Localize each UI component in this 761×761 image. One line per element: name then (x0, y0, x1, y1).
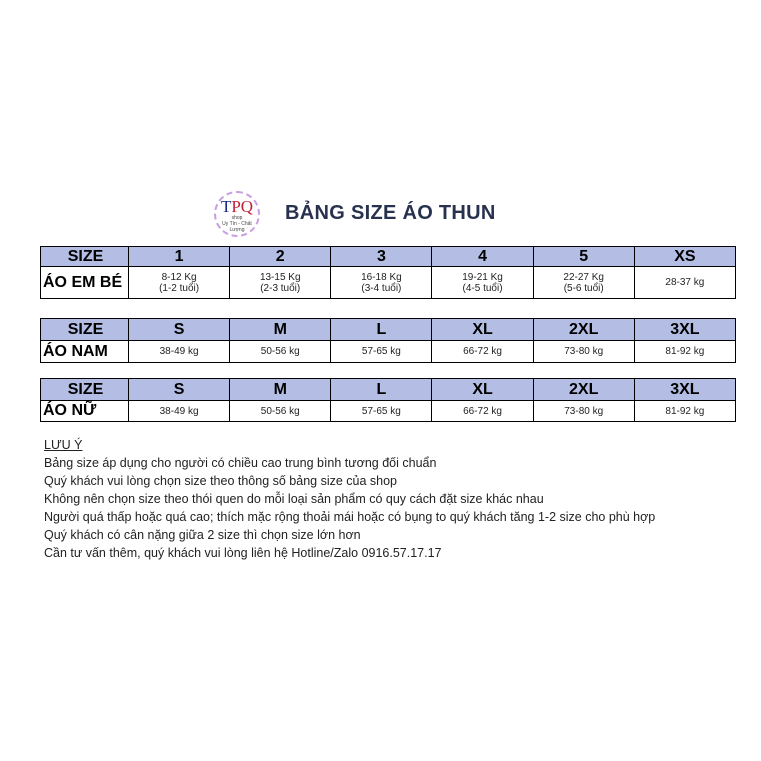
cell-line: 28-37 kg (665, 277, 705, 288)
header-cell: SIZE (40, 318, 129, 341)
note-line: Quý khách có cân nặng giữa 2 size thì ch… (44, 528, 361, 542)
header-cell: SIZE (40, 378, 129, 401)
size-cell: 50-56 kg (229, 400, 332, 422)
header-cell: S (127, 318, 231, 341)
cell-line: 57-65 kg (361, 346, 401, 357)
cell-line: (2-3 tuổi) (260, 282, 301, 294)
cell-line: 13-15 Kg (259, 271, 301, 283)
header-cell: L (330, 318, 433, 341)
size-cell: 22-27 Kg (5-6 tuổi) (532, 266, 635, 299)
cell-line: 50-56 kg (260, 405, 300, 417)
cell-line: 19-21 Kg (462, 271, 503, 283)
size-cell: 13-15 Kg (2-3 tuổi) (229, 266, 332, 299)
size-cell: 66-72 kg (431, 340, 534, 363)
header-cell: 3XL (633, 378, 737, 401)
header-cell: SIZE (40, 246, 129, 267)
size-table: SIZE S M L XL 2XL 3XL ÁO NAM 38-49 kg 50-56 kg 57-… (40, 318, 737, 363)
header-cell: 5 (532, 246, 635, 267)
size-cell: 38-49 kg (127, 340, 231, 363)
size-cell: 73-80 kg (532, 400, 635, 422)
notes-heading: LƯU Ý (44, 438, 83, 452)
size-cell: 81-92 kg (633, 340, 737, 363)
cell-line: 81-92 kg (665, 405, 705, 417)
cell-line: 22-27 Kg (563, 271, 604, 283)
cell-line: 16-18 Kg (361, 271, 402, 283)
notes: LƯU Ý Bảng size áp dụng cho người có chi… (44, 436, 655, 562)
size-cell: 73-80 kg (532, 340, 635, 363)
size-table: SIZE S M L XL 2XL 3XL ÁO NỮ 38-49 kg 50-56 kg 57-6… (40, 378, 737, 422)
size-cell: 8-12 Kg (1-2 tuổi) (127, 266, 231, 299)
size-cell: 16-18 Kg (3-4 tuổi) (330, 266, 433, 299)
cell-line: 66-72 kg (463, 346, 502, 357)
cell-line: 81-92 kg (665, 346, 705, 357)
size-cell: 57-65 kg (330, 400, 433, 422)
cell-line: 57-65 kg (361, 405, 401, 417)
size-cell: 66-72 kg (431, 400, 534, 422)
header-cell: 2XL (532, 378, 635, 401)
size-cell: 50-56 kg (229, 340, 332, 363)
cell-line: 50-56 kg (260, 346, 300, 357)
row-label: ÁO NAM (40, 340, 129, 363)
cell-line: (3-4 tuổi) (361, 282, 402, 294)
row-label: ÁO EM BÉ (40, 266, 129, 299)
note-line: Cần tư vấn thêm, quý khách vui lòng liên… (44, 546, 442, 560)
cell-line: 38-49 kg (159, 346, 199, 357)
header-cell: 2 (229, 246, 332, 267)
header-cell: 1 (127, 246, 231, 267)
size-cell: 19-21 Kg (4-5 tuổi) (431, 266, 534, 299)
cell-line: 73-80 kg (564, 346, 604, 357)
cell-line: 8-12 Kg (161, 271, 197, 283)
header-cell: 4 (431, 246, 534, 267)
page-title: BẢNG SIZE ÁO THUN (285, 202, 496, 224)
note-line: Người quá thấp hoặc quá cao; thích mặc r… (44, 510, 656, 524)
header-cell: XL (431, 378, 534, 401)
size-cell: 57-65 kg (330, 340, 433, 363)
header-cell: 3 (330, 246, 433, 267)
header-cell: S (127, 378, 231, 401)
cell-line: 73-80 kg (564, 405, 604, 417)
header-cell: M (229, 318, 332, 341)
header-cell: XL (431, 318, 534, 341)
header-cell: XS (633, 246, 737, 267)
shop-logo: TPQ shop Uy Tín - Chất Lượng (214, 191, 260, 237)
size-cell: 81-92 kg (633, 400, 737, 422)
cell-line: 66-72 kg (463, 405, 502, 417)
note-line: Quý khách vui lòng chọn size theo thông … (44, 474, 398, 488)
header-cell: M (229, 378, 332, 401)
row-label: ÁO NỮ (40, 400, 129, 422)
cell-line: (1-2 tuổi) (159, 282, 200, 294)
size-table: SIZE 1 2 3 4 5 XS ÁO EM BÉ 8-12 Kg (1-2 tuổi) 13-1… (40, 246, 737, 299)
size-cell: 28-37 kg (633, 266, 737, 299)
size-cell: 38-49 kg (127, 400, 231, 422)
header-cell: L (330, 378, 433, 401)
header-cell: 2XL (532, 318, 635, 341)
cell-line: 38-49 kg (159, 405, 199, 417)
cell-line: (5-6 tuổi) (563, 282, 604, 294)
note-line: Không nên chọn size theo thói quen do mỗ… (44, 492, 544, 506)
note-line: Bảng size áp dụng cho người có chiều cao… (44, 456, 437, 470)
cell-line: (4-5 tuổi) (462, 282, 503, 294)
header-cell: 3XL (633, 318, 737, 341)
